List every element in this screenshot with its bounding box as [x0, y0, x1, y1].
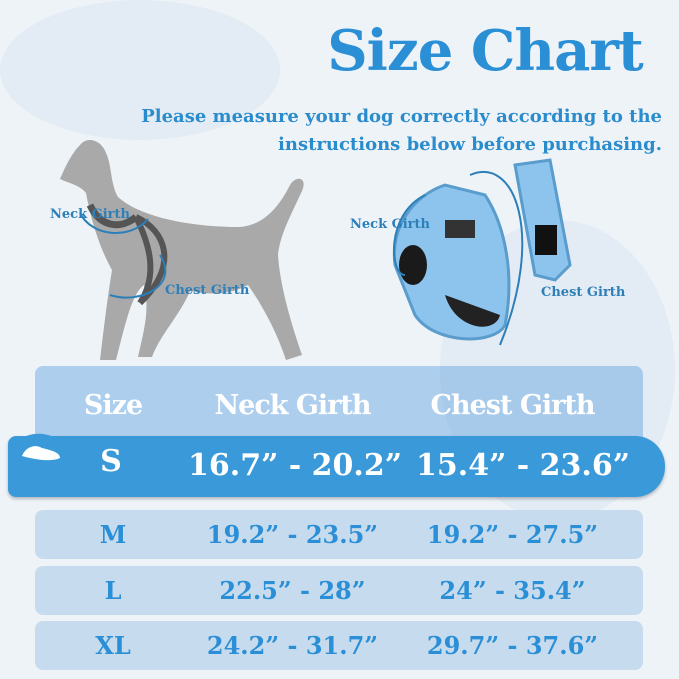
table-header: Size Neck Girth Chest Girth: [35, 366, 643, 444]
harness-image: [392, 158, 572, 346]
subtitle-line: instructions below before purchasing.: [278, 134, 662, 155]
header-chest-girth: Chest Girth: [430, 389, 595, 421]
table-row: L 22.5” - 28” 24” - 35.4”: [35, 566, 643, 615]
size-cell: XL: [95, 631, 131, 660]
dog-neck-girth-label: Neck Girth: [50, 207, 130, 222]
dog-head-icon: [8, 433, 73, 464]
header-size: Size: [83, 389, 143, 421]
dog-silhouette-illustration: [60, 139, 304, 360]
chest-girth-cell: 15.4” - 23.6”: [416, 448, 630, 483]
size-cell: M: [99, 520, 127, 549]
table-row: XL 24.2” - 31.7” 29.7” - 37.6”: [35, 621, 643, 670]
size-cell: S: [100, 444, 122, 479]
table-row-s-highlighted: S 16.7” - 20.2” 15.4” - 23.6”: [8, 433, 665, 497]
harness-chest-girth-label: Chest Girth: [541, 285, 626, 300]
chest-girth-cell: 24” - 35.4”: [439, 576, 586, 605]
page-title: Size Chart: [327, 18, 644, 84]
dog-chest-girth-label: Chest Girth: [165, 283, 250, 298]
background-shape: [0, 0, 280, 140]
size-cell: L: [104, 576, 122, 605]
subtitle: Please measure your dog correctly accord…: [102, 103, 662, 159]
harness-neck-girth-label: Neck Girth: [350, 217, 430, 232]
neck-girth-cell: 16.7” - 20.2”: [188, 448, 402, 483]
neck-girth-cell: 19.2” - 23.5”: [206, 520, 379, 549]
subtitle-line: Please measure your dog correctly accord…: [141, 106, 662, 127]
neck-girth-cell: 24.2” - 31.7”: [206, 631, 379, 660]
chest-girth-cell: 29.7” - 37.6”: [426, 631, 599, 660]
neck-girth-cell: 22.5” - 28”: [219, 576, 366, 605]
header-neck-girth: Neck Girth: [214, 389, 371, 421]
chest-girth-cell: 19.2” - 27.5”: [426, 520, 599, 549]
table-row: M 19.2” - 23.5” 19.2” - 27.5”: [35, 510, 643, 559]
